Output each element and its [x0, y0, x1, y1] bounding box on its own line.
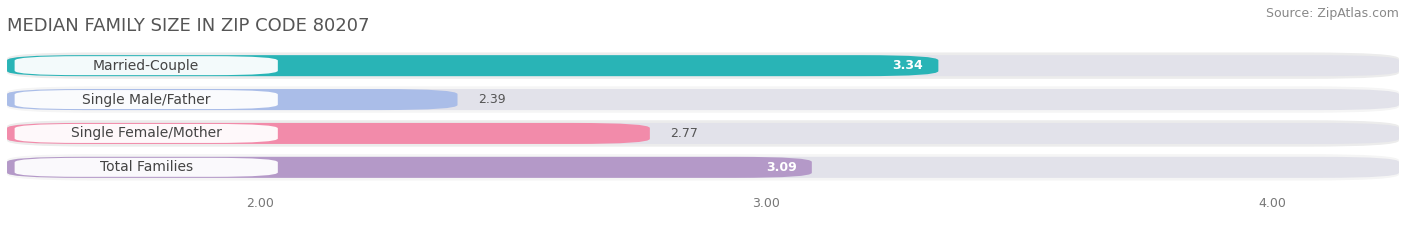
FancyBboxPatch shape [7, 154, 1399, 181]
Text: Single Female/Mother: Single Female/Mother [70, 127, 222, 140]
FancyBboxPatch shape [14, 124, 278, 143]
Text: MEDIAN FAMILY SIZE IN ZIP CODE 80207: MEDIAN FAMILY SIZE IN ZIP CODE 80207 [7, 17, 370, 35]
FancyBboxPatch shape [7, 89, 457, 110]
Text: Single Male/Father: Single Male/Father [82, 93, 211, 106]
Text: 2.77: 2.77 [671, 127, 697, 140]
FancyBboxPatch shape [14, 158, 278, 177]
FancyBboxPatch shape [14, 56, 278, 75]
FancyBboxPatch shape [7, 89, 1399, 110]
FancyBboxPatch shape [7, 55, 1399, 76]
Text: Married-Couple: Married-Couple [93, 59, 200, 73]
Text: 3.34: 3.34 [893, 59, 924, 72]
FancyBboxPatch shape [7, 123, 1399, 144]
Text: 2.39: 2.39 [478, 93, 505, 106]
FancyBboxPatch shape [7, 52, 1399, 79]
FancyBboxPatch shape [7, 86, 1399, 113]
Text: Source: ZipAtlas.com: Source: ZipAtlas.com [1265, 7, 1399, 20]
FancyBboxPatch shape [7, 157, 1399, 178]
FancyBboxPatch shape [7, 55, 938, 76]
FancyBboxPatch shape [7, 123, 650, 144]
FancyBboxPatch shape [7, 120, 1399, 147]
FancyBboxPatch shape [14, 90, 278, 109]
Text: 3.09: 3.09 [766, 161, 797, 174]
FancyBboxPatch shape [7, 157, 811, 178]
Text: Total Families: Total Families [100, 160, 193, 174]
